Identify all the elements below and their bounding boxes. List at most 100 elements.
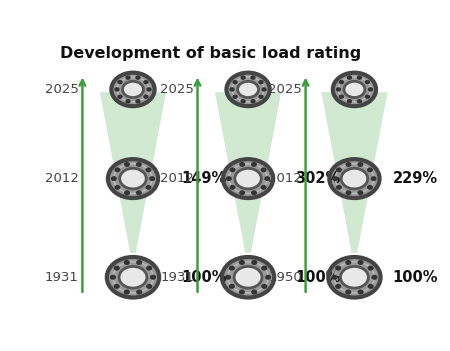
Polygon shape	[111, 73, 155, 106]
Text: 149%: 149%	[182, 171, 227, 186]
Circle shape	[337, 186, 341, 189]
Circle shape	[119, 266, 147, 288]
Circle shape	[238, 81, 259, 98]
Text: 1931: 1931	[45, 271, 79, 284]
Circle shape	[252, 163, 256, 166]
Polygon shape	[328, 257, 381, 298]
Circle shape	[230, 285, 234, 288]
Polygon shape	[333, 73, 376, 106]
Text: 2025: 2025	[268, 83, 302, 96]
Circle shape	[372, 276, 377, 279]
Circle shape	[137, 163, 141, 166]
Text: 2012: 2012	[160, 172, 194, 185]
Circle shape	[146, 186, 151, 189]
Circle shape	[344, 81, 365, 98]
Circle shape	[346, 290, 351, 294]
Circle shape	[365, 81, 369, 84]
Circle shape	[230, 266, 234, 270]
Circle shape	[144, 95, 148, 98]
Text: 1931: 1931	[160, 271, 194, 284]
Circle shape	[227, 177, 231, 180]
Circle shape	[337, 88, 340, 91]
Circle shape	[235, 168, 261, 189]
Polygon shape	[107, 257, 159, 298]
Circle shape	[147, 285, 152, 288]
Circle shape	[358, 290, 363, 294]
Circle shape	[136, 76, 140, 79]
Text: 229%: 229%	[393, 171, 438, 186]
Circle shape	[368, 168, 372, 172]
Circle shape	[346, 163, 351, 166]
Circle shape	[252, 191, 256, 194]
Circle shape	[239, 261, 244, 264]
Circle shape	[358, 261, 363, 264]
Polygon shape	[100, 92, 166, 253]
Circle shape	[261, 186, 266, 189]
Circle shape	[358, 191, 363, 194]
Text: 100%: 100%	[295, 270, 341, 285]
Circle shape	[112, 177, 116, 180]
Circle shape	[115, 168, 120, 172]
Circle shape	[266, 276, 270, 279]
Circle shape	[137, 290, 142, 294]
Circle shape	[368, 266, 373, 270]
Text: 2012: 2012	[268, 172, 302, 185]
Polygon shape	[321, 92, 387, 253]
Circle shape	[147, 266, 152, 270]
Circle shape	[122, 81, 144, 98]
Circle shape	[336, 285, 341, 288]
Circle shape	[240, 163, 244, 166]
Circle shape	[251, 76, 255, 79]
Text: 1950: 1950	[268, 271, 302, 284]
Circle shape	[233, 81, 237, 84]
Circle shape	[114, 285, 119, 288]
Circle shape	[368, 186, 372, 189]
Circle shape	[341, 168, 368, 189]
Circle shape	[259, 81, 263, 84]
Circle shape	[147, 88, 151, 91]
Circle shape	[259, 95, 263, 98]
Circle shape	[262, 88, 266, 91]
Circle shape	[346, 191, 351, 194]
Circle shape	[115, 88, 119, 91]
Circle shape	[368, 285, 373, 288]
Circle shape	[136, 100, 140, 103]
Circle shape	[118, 81, 122, 84]
Circle shape	[234, 266, 262, 288]
Circle shape	[240, 191, 244, 194]
Circle shape	[252, 290, 256, 294]
Circle shape	[241, 100, 245, 103]
Circle shape	[333, 177, 338, 180]
Circle shape	[137, 191, 141, 194]
Text: 2012: 2012	[45, 172, 79, 185]
Circle shape	[347, 100, 351, 103]
Circle shape	[114, 266, 119, 270]
Circle shape	[124, 290, 129, 294]
Circle shape	[337, 168, 341, 172]
Circle shape	[144, 81, 148, 84]
Circle shape	[225, 276, 230, 279]
Circle shape	[341, 266, 369, 288]
Circle shape	[233, 95, 237, 98]
Circle shape	[239, 290, 244, 294]
Polygon shape	[226, 73, 270, 106]
Polygon shape	[108, 159, 158, 198]
Text: 100%: 100%	[182, 270, 227, 285]
Polygon shape	[215, 92, 281, 253]
Circle shape	[241, 76, 245, 79]
Circle shape	[230, 186, 235, 189]
Circle shape	[357, 76, 361, 79]
Circle shape	[118, 95, 122, 98]
Circle shape	[151, 276, 155, 279]
Polygon shape	[222, 257, 274, 298]
Circle shape	[230, 88, 234, 91]
Text: 2025: 2025	[45, 83, 79, 96]
Text: Development of basic load rating: Development of basic load rating	[60, 46, 361, 61]
Circle shape	[339, 81, 343, 84]
Polygon shape	[223, 159, 273, 198]
Circle shape	[125, 163, 129, 166]
Polygon shape	[329, 159, 379, 198]
Text: 2025: 2025	[160, 83, 194, 96]
Circle shape	[371, 177, 376, 180]
Circle shape	[125, 191, 129, 194]
